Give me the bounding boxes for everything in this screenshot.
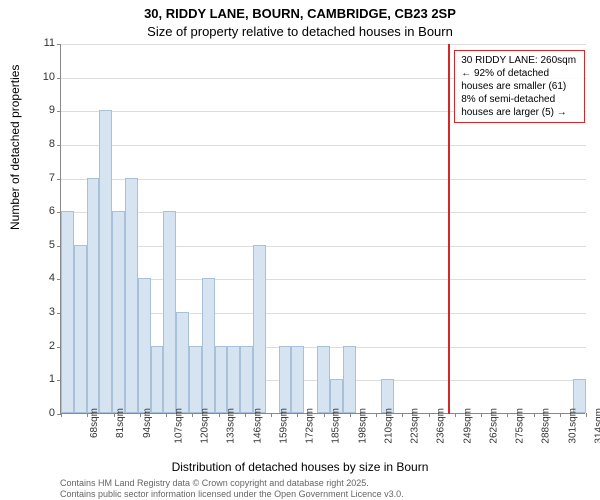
x-tick-label: 107sqm bbox=[173, 408, 184, 444]
x-tick-label: 185sqm bbox=[331, 408, 342, 444]
x-tick-label: 223sqm bbox=[410, 408, 421, 444]
histogram-bar bbox=[291, 346, 304, 413]
y-tick bbox=[57, 78, 61, 79]
y-tick-label: 5 bbox=[35, 239, 55, 251]
x-tick bbox=[560, 413, 561, 417]
histogram-bar bbox=[61, 211, 74, 413]
x-tick-label: 120sqm bbox=[200, 408, 211, 444]
annotation-line: 30 RIDDY LANE: 260sqm bbox=[461, 54, 578, 67]
x-tick bbox=[271, 413, 272, 417]
x-tick bbox=[324, 413, 325, 417]
histogram-bar bbox=[343, 346, 356, 413]
x-tick-label: 94sqm bbox=[142, 408, 153, 438]
x-tick bbox=[114, 413, 115, 417]
histogram-bar bbox=[99, 110, 112, 413]
gridline bbox=[61, 212, 586, 213]
y-tick-label: 10 bbox=[35, 71, 55, 83]
histogram-bar bbox=[112, 211, 125, 413]
chart-container: 0123456789101168sqm81sqm94sqm107sqm120sq… bbox=[60, 44, 585, 414]
x-tick-label: 172sqm bbox=[305, 408, 316, 444]
y-tick-label: 9 bbox=[35, 104, 55, 116]
histogram-bar bbox=[163, 211, 176, 413]
x-tick bbox=[166, 413, 167, 417]
gridline bbox=[61, 145, 586, 146]
x-tick-label: 210sqm bbox=[383, 408, 394, 444]
x-tick bbox=[350, 413, 351, 417]
plot-area: 0123456789101168sqm81sqm94sqm107sqm120sq… bbox=[60, 44, 585, 414]
x-tick bbox=[192, 413, 193, 417]
y-tick bbox=[57, 44, 61, 45]
y-tick-label: 8 bbox=[35, 138, 55, 150]
x-tick bbox=[455, 413, 456, 417]
histogram-bar bbox=[87, 178, 100, 413]
x-tick bbox=[586, 413, 587, 417]
x-tick bbox=[507, 413, 508, 417]
histogram-bar bbox=[279, 346, 292, 413]
histogram-bar bbox=[240, 346, 253, 413]
x-tick bbox=[140, 413, 141, 417]
annotation-line: 8% of semi-detached houses are larger (5… bbox=[461, 93, 578, 119]
y-tick bbox=[57, 145, 61, 146]
histogram-bar bbox=[151, 346, 164, 413]
x-tick-label: 81sqm bbox=[115, 408, 126, 438]
x-tick bbox=[245, 413, 246, 417]
y-tick-label: 1 bbox=[35, 373, 55, 385]
y-tick-label: 7 bbox=[35, 172, 55, 184]
x-tick-label: 288sqm bbox=[541, 408, 552, 444]
gridline bbox=[61, 246, 586, 247]
annotation-line: ← 92% of detached houses are smaller (61… bbox=[461, 67, 578, 93]
footer-line1: Contains HM Land Registry data © Crown c… bbox=[60, 478, 369, 488]
x-tick bbox=[534, 413, 535, 417]
x-tick-label: 159sqm bbox=[278, 408, 289, 444]
chart-title-line1: 30, RIDDY LANE, BOURN, CAMBRIDGE, CB23 2… bbox=[0, 6, 600, 21]
y-tick-label: 2 bbox=[35, 340, 55, 352]
chart-title-line2: Size of property relative to detached ho… bbox=[0, 24, 600, 39]
y-tick bbox=[57, 111, 61, 112]
x-tick bbox=[219, 413, 220, 417]
histogram-bar bbox=[227, 346, 240, 413]
histogram-bar bbox=[138, 278, 151, 413]
x-tick-label: 262sqm bbox=[488, 408, 499, 444]
x-tick bbox=[87, 413, 88, 417]
x-tick-label: 275sqm bbox=[515, 408, 526, 444]
y-tick bbox=[57, 179, 61, 180]
x-tick-label: 249sqm bbox=[462, 408, 473, 444]
annotation-box: 30 RIDDY LANE: 260sqm← 92% of detached h… bbox=[454, 50, 585, 123]
gridline bbox=[61, 44, 586, 45]
x-tick bbox=[61, 413, 62, 417]
y-axis-label: Number of detached properties bbox=[8, 65, 22, 230]
x-tick-label: 314sqm bbox=[593, 408, 600, 444]
y-tick-label: 3 bbox=[35, 306, 55, 318]
x-tick-label: 68sqm bbox=[89, 408, 100, 438]
x-tick bbox=[297, 413, 298, 417]
x-tick bbox=[481, 413, 482, 417]
x-tick-label: 301sqm bbox=[567, 408, 578, 444]
y-tick-label: 0 bbox=[35, 407, 55, 419]
histogram-bar bbox=[253, 245, 266, 413]
histogram-bar bbox=[215, 346, 228, 413]
footer-line2: Contains public sector information licen… bbox=[60, 489, 404, 499]
x-tick-label: 236sqm bbox=[436, 408, 447, 444]
marker-line bbox=[448, 44, 450, 414]
histogram-bar bbox=[189, 346, 202, 413]
x-tick bbox=[376, 413, 377, 417]
x-axis-label: Distribution of detached houses by size … bbox=[0, 460, 600, 474]
histogram-bar bbox=[202, 278, 215, 413]
histogram-bar bbox=[74, 245, 87, 413]
histogram-bar bbox=[317, 346, 330, 413]
histogram-bar bbox=[176, 312, 189, 413]
y-tick-label: 6 bbox=[35, 205, 55, 217]
x-tick-label: 133sqm bbox=[226, 408, 237, 444]
x-tick-label: 146sqm bbox=[252, 408, 263, 444]
gridline bbox=[61, 179, 586, 180]
x-tick bbox=[402, 413, 403, 417]
y-tick-label: 11 bbox=[35, 37, 55, 49]
x-tick bbox=[429, 413, 430, 417]
y-tick-label: 4 bbox=[35, 272, 55, 284]
histogram-bar bbox=[125, 178, 138, 413]
x-tick-label: 198sqm bbox=[357, 408, 368, 444]
